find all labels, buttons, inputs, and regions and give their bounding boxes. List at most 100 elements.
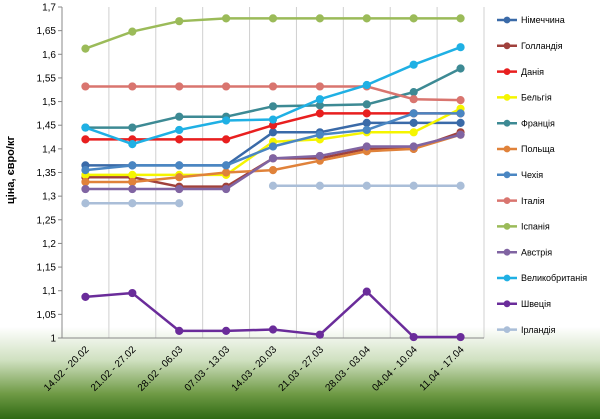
legend-marker	[503, 16, 511, 24]
legend-marker	[503, 326, 511, 333]
data-point	[409, 332, 418, 342]
data-point	[222, 82, 231, 91]
data-point	[222, 168, 231, 177]
data-point	[268, 181, 278, 190]
data-point	[222, 135, 231, 144]
data-point	[175, 199, 184, 208]
legend-marker	[503, 300, 511, 308]
data-point	[362, 80, 371, 90]
legend-item: Бельгія	[497, 93, 552, 103]
data-point	[128, 82, 137, 91]
legend-label: Іспанія	[521, 222, 550, 232]
data-point	[409, 88, 418, 97]
y-tick-label: 1,35	[37, 168, 57, 179]
data-point	[268, 325, 278, 334]
legend-item: Голландія	[497, 41, 563, 51]
y-axis-title: ціна, євро/кг	[5, 136, 17, 205]
y-tick-label: 1,4	[42, 144, 56, 155]
data-point	[456, 118, 465, 127]
data-point	[175, 82, 184, 91]
data-point	[362, 287, 371, 296]
data-point	[315, 14, 324, 23]
data-point	[409, 118, 418, 127]
data-point	[175, 184, 184, 194]
x-tick-label: 28.02 - 06.03	[136, 344, 186, 394]
legend-item: Італія	[497, 196, 545, 206]
y-tick-label: 1,7	[42, 3, 56, 14]
x-tick-label: 14.02 - 20.02	[42, 344, 92, 394]
data-point	[315, 151, 324, 161]
legend-label: Австрія	[521, 247, 552, 257]
series-line	[85, 17, 461, 50]
data-point	[81, 199, 90, 208]
series-9	[81, 130, 465, 194]
legend-marker	[503, 223, 511, 230]
data-point	[81, 82, 90, 91]
data-point	[128, 177, 137, 187]
x-tick-label: 21.02 - 27.02	[89, 344, 139, 394]
data-point	[222, 161, 231, 170]
data-point	[409, 109, 418, 118]
x-tick-label: 04.04 - 10.04	[370, 344, 420, 394]
y-tick-label: 1,65	[37, 26, 57, 37]
legend-marker	[503, 145, 511, 153]
legend-label: Швеція	[521, 299, 551, 309]
series-12	[81, 181, 465, 208]
data-point	[456, 64, 465, 73]
x-tick-label: 21.03 - 27.03	[277, 344, 327, 394]
data-point	[222, 326, 231, 336]
series-7	[81, 82, 465, 105]
data-point	[175, 135, 184, 144]
data-point	[456, 181, 465, 190]
data-point	[128, 199, 137, 208]
legend-item: Німеччина	[497, 15, 565, 25]
series-8	[81, 14, 465, 53]
legend-marker	[503, 274, 511, 282]
data-point	[81, 123, 90, 132]
legend-label: Німеччина	[521, 15, 565, 25]
y-tick-label: 1,5	[42, 97, 56, 108]
data-point	[315, 109, 324, 118]
series-6	[81, 109, 465, 175]
data-point	[456, 14, 465, 23]
data-point	[81, 292, 90, 301]
data-point	[128, 170, 137, 179]
y-tick-label: 1,25	[37, 215, 57, 226]
data-point	[362, 181, 371, 190]
data-point	[456, 130, 465, 139]
legend-label: Данія	[521, 67, 544, 77]
data-point	[409, 14, 418, 23]
data-point	[362, 100, 371, 109]
data-point	[175, 17, 184, 26]
data-point	[456, 109, 465, 118]
data-point	[268, 102, 278, 111]
y-tick-label: 1,3	[42, 192, 56, 203]
data-point	[409, 60, 418, 69]
data-point	[222, 116, 231, 125]
legend-marker	[503, 171, 511, 179]
data-point	[128, 161, 137, 170]
legend-item: Польща	[497, 144, 555, 154]
legend-item: Іспанія	[497, 222, 550, 232]
data-point	[362, 125, 371, 135]
data-point	[315, 82, 324, 91]
y-tick-label: 1,55	[37, 73, 57, 84]
data-point	[409, 181, 418, 190]
legend: Німеччина Голландія Данія Бельгія Франція Пол…	[497, 15, 587, 335]
data-point	[456, 43, 465, 52]
x-tick-label: 14.03 - 20.03	[230, 344, 280, 394]
legend-marker	[503, 119, 511, 127]
data-point	[81, 177, 90, 187]
data-point	[128, 27, 137, 36]
data-point	[81, 44, 90, 53]
legend-item: Великобританія	[497, 273, 587, 283]
data-point	[81, 166, 90, 175]
data-point	[315, 130, 324, 139]
y-tick-label: 1,05	[37, 310, 57, 321]
series-11	[81, 287, 465, 342]
legend-marker	[503, 42, 511, 50]
data-point	[409, 128, 418, 137]
legend-label: Ірландія	[521, 325, 556, 335]
data-point	[128, 123, 137, 132]
legend-label: Бельгія	[521, 93, 552, 103]
